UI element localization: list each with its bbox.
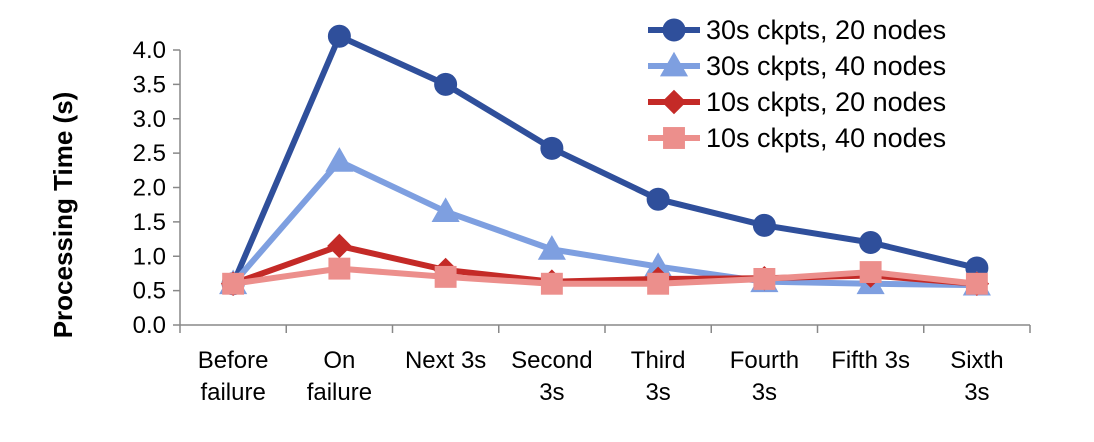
legend-marker [661, 89, 687, 115]
data-point [327, 24, 351, 48]
data-point [965, 272, 988, 295]
data-point [328, 257, 351, 280]
y-axis: 0.0 0.5 1.0 1.5 2.0 2.5 3.0 3.5 4.0 [133, 37, 180, 339]
data-point [434, 72, 458, 96]
legend-item: 30s ckpts, 40 nodes [648, 51, 946, 81]
legend-label: 30s ckpts, 20 nodes [706, 15, 946, 45]
legend-item: 30s ckpts, 20 nodes [648, 15, 946, 45]
x-tick-label: Sixth 3s [950, 347, 1003, 406]
y-tick-label: 4.0 [133, 37, 166, 64]
series-line [230, 33, 980, 287]
legend-label: 10s ckpts, 40 nodes [706, 123, 946, 153]
data-point [540, 272, 563, 295]
data-point [222, 272, 245, 295]
x-axis: Before failure On failure Next 3s Second 3s Thi… [179, 325, 1031, 406]
series-group [219, 24, 991, 297]
x-tick-label: Second 3s [511, 347, 592, 406]
y-tick-label: 3.5 [133, 71, 166, 98]
x-tick-label: Before failure [198, 347, 269, 406]
y-tick-label: 1.0 [133, 243, 166, 270]
y-tick-label: 0.0 [133, 312, 166, 339]
data-point [540, 136, 564, 160]
data-point [647, 272, 670, 295]
series-line [230, 265, 980, 287]
legend-marker [659, 51, 689, 77]
y-axis-title: Processing Time (s) [48, 92, 78, 339]
legend-label: 10s ckpts, 20 nodes [706, 87, 946, 117]
legend-marker [663, 127, 685, 149]
data-point [752, 213, 776, 237]
legend-item: 10s ckpts, 40 nodes [648, 123, 946, 153]
x-tick-label: On failure [307, 347, 372, 406]
x-tick-label: Third 3s [631, 347, 686, 406]
data-point [859, 231, 883, 254]
series-line [230, 158, 980, 289]
data-point [537, 235, 566, 260]
y-tick-label: 1.5 [133, 209, 166, 236]
y-tick-label: 2.0 [133, 175, 166, 202]
legend-marker [662, 18, 686, 42]
y-tick-label: 0.5 [133, 278, 166, 305]
legend-label: 30s ckpts, 40 nodes [706, 51, 946, 81]
data-point [646, 187, 670, 211]
legend: 30s ckpts, 20 nodes 30s ckpts, 40 nodes 10… [648, 15, 946, 153]
data-point [434, 265, 457, 288]
data-point [327, 233, 352, 259]
x-tick-label: Fifth 3s [831, 347, 910, 374]
x-tick-label: Next 3s [405, 347, 486, 374]
data-point [859, 261, 882, 284]
y-tick-label: 3.0 [133, 106, 166, 133]
series-square [222, 257, 988, 295]
y-tick-label: 2.5 [133, 140, 166, 167]
data-point [431, 197, 460, 222]
legend-item: 10s ckpts, 20 nodes [648, 87, 946, 117]
x-tick-label: Fourth 3s [730, 347, 799, 406]
data-point [753, 267, 776, 290]
data-point [325, 147, 354, 172]
